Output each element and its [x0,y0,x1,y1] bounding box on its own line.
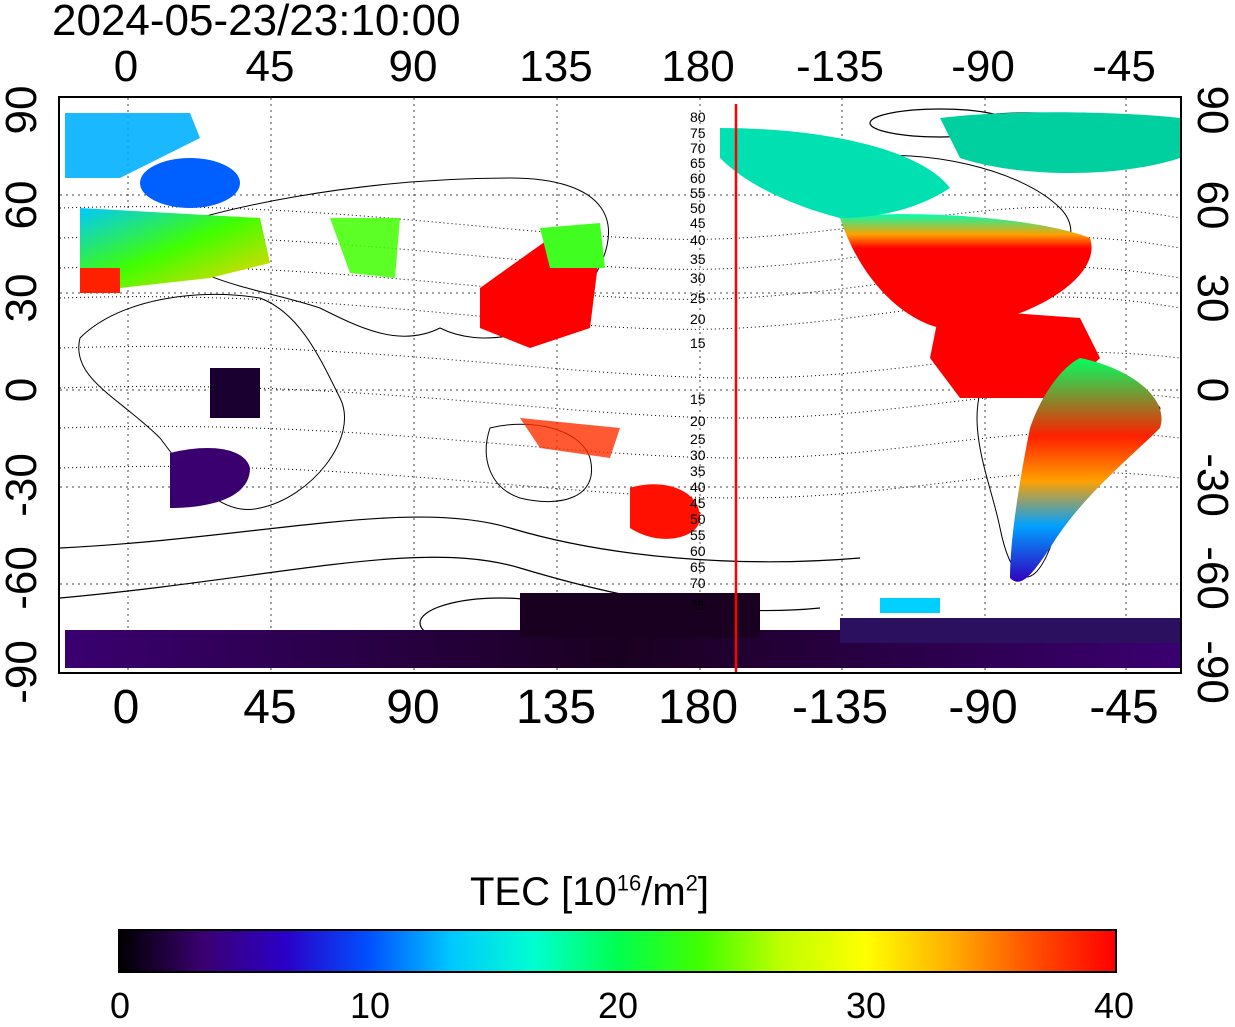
contour-label-south: 75 [690,597,706,613]
lon-tick-bottom: 180 [657,681,739,734]
contour-label-south: 55 [690,527,706,543]
lon-tick-top: 135 [519,42,593,91]
contour-label-north: 60 [690,170,706,186]
contour-label-south: 50 [690,511,706,527]
colorbar-title: TEC [1016/m2] [470,870,710,914]
tec-map-canvas: 80 75 70 65 60 55 50 45 40 35 30 25 20 1… [60,98,1180,672]
contour-label-south: 35 [690,463,706,479]
contour-label-north: 40 [690,232,706,248]
contour-labels: 80 75 70 65 60 55 50 45 40 35 30 25 20 1… [690,109,706,613]
contour-label-north: 50 [690,200,706,216]
contour-label-north: 45 [690,215,706,231]
lon-tick-top: -90 [951,42,1015,91]
lon-tick-bottom: 0 [112,681,140,734]
colorbar-tick: 0 [109,985,131,1026]
contour-label-south: 40 [690,479,706,495]
colorbar [118,929,1117,973]
lon-tick-top: 0 [113,42,139,91]
lon-tick-top: -135 [795,42,885,91]
colorbar-tick: 40 [1093,985,1135,1026]
contour-label-north: 65 [690,155,706,171]
contour-label-south: 70 [690,575,706,591]
lon-tick-bottom: -45 [1089,681,1159,734]
contour-label-north: 70 [690,140,706,156]
timestamp: 2024-05-23/23:10:00 [52,0,461,45]
colorbar-tick: 20 [597,985,639,1026]
lon-tick-bottom: -90 [948,681,1018,734]
contour-label-north: 25 [690,290,706,306]
lon-tick-top: 45 [245,42,295,91]
tec-patches [65,112,1180,668]
colorbar-tick: 10 [349,985,391,1026]
contour-label-south: 20 [690,413,706,429]
tec-map: 80 75 70 65 60 55 50 45 40 35 30 25 20 1… [58,96,1182,674]
contour-label-south: 15 [690,391,706,407]
contour-label-south: 25 [690,431,706,447]
contour-label-north: 80 [690,109,706,125]
contour-label-south: 60 [690,543,706,559]
lon-tick-bottom: 45 [243,681,297,734]
lon-tick-bottom: 90 [386,681,440,734]
contour-label-south: 65 [690,559,706,575]
lat-tick-left: -90 [0,640,46,704]
colorbar-tick: 30 [845,985,887,1026]
contour-label-south: 45 [690,495,706,511]
contour-label-north: 20 [690,311,706,327]
lon-tick-bottom: 135 [515,681,597,734]
contour-label-north: 55 [690,185,706,201]
lat-tick-right: -90 [1188,640,1235,704]
lon-tick-top: -45 [1092,42,1156,91]
lon-tick-top: 180 [661,42,735,91]
contour-label-north: 75 [690,125,706,141]
contour-label-north: 35 [690,251,706,267]
contour-label-north: 30 [690,270,706,286]
lon-tick-bottom: -135 [791,681,889,734]
contour-label-south: 30 [690,447,706,463]
lon-tick-top: 90 [388,42,438,91]
contour-label-north: 15 [690,335,706,351]
